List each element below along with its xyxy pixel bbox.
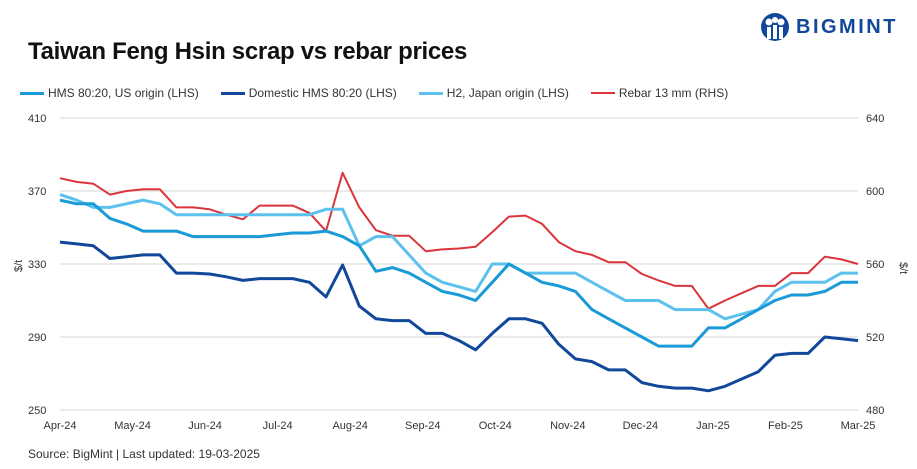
y-axis-label: $/t	[13, 260, 25, 272]
series-line-0	[59, 198, 858, 348]
source-note: Source: BigMint | Last updated: 19-03-20…	[28, 447, 260, 461]
x-tick-label: Oct-24	[479, 420, 512, 432]
x-tick-label: Dec-24	[623, 420, 658, 432]
x-tick-label: Aug-24	[332, 420, 367, 432]
legend-swatch	[418, 91, 443, 95]
y-tick-label: 290	[28, 332, 46, 344]
y2-tick-label: 600	[866, 186, 884, 198]
y-tick-label: 330	[28, 259, 46, 271]
x-tick-label: Jun-24	[188, 420, 222, 432]
x-tick-label: May-24	[114, 420, 151, 432]
legend-label: HMS 80:20, US origin (LHS)	[48, 86, 199, 100]
x-tick-label: Apr-24	[43, 420, 76, 432]
series-line-1	[59, 240, 859, 393]
x-tick-label: Jan-25	[696, 420, 730, 432]
legend-item-rebar: Rebar 13 mm (RHS)	[590, 86, 729, 100]
legend-label: Domestic HMS 80:20 (LHS)	[248, 86, 397, 100]
y2-tick-label: 560	[866, 259, 884, 271]
legend-item-h2-japan: H2, Japan origin (LHS)	[418, 86, 569, 100]
chart-title: Taiwan Feng Hsin scrap vs rebar prices	[28, 38, 467, 65]
logo-text: BIGMINT	[796, 15, 898, 38]
y2-tick-label: 640	[866, 113, 884, 125]
y-tick-label: 370	[28, 186, 46, 198]
y2-axis-label: $/t	[897, 262, 909, 274]
x-tick-label: Mar-25	[841, 420, 876, 432]
legend-item-domestic-hms: Domestic HMS 80:20 (LHS)	[220, 86, 397, 100]
series-line-3	[59, 171, 859, 310]
bigmint-logo: BIGMINT	[760, 12, 898, 42]
x-tick-label: Nov-24	[550, 420, 585, 432]
x-tick-label: Feb-25	[768, 420, 803, 432]
y-tick-label: 410	[28, 113, 46, 125]
y2-tick-label: 480	[866, 405, 884, 417]
legend-swatch	[590, 92, 615, 94]
legend-label: H2, Japan origin (LHS)	[446, 86, 569, 100]
bigmint-logo-icon	[761, 13, 789, 41]
y-tick-label: 250	[28, 405, 46, 417]
legend-item-hms-us: HMS 80:20, US origin (LHS)	[20, 86, 199, 100]
x-tick-label: Sep-24	[405, 420, 440, 432]
legend-swatch	[220, 91, 245, 95]
x-tick-label: Jul-24	[263, 420, 293, 432]
legend-label: Rebar 13 mm (RHS)	[618, 86, 729, 100]
series-line-2	[59, 193, 858, 321]
legend-swatch	[20, 91, 44, 95]
legend: HMS 80:20, US origin (LHS) Domestic HMS …	[20, 86, 728, 100]
y2-tick-label: 520	[866, 332, 884, 344]
